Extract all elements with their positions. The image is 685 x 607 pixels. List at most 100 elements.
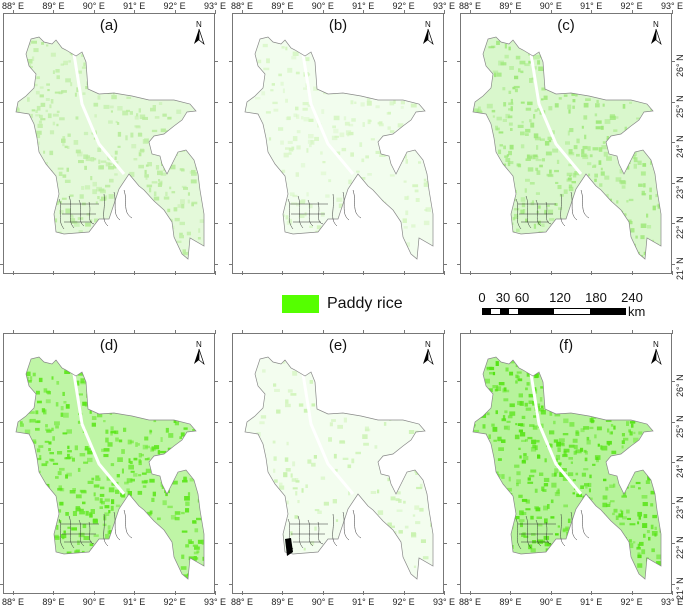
x-tick <box>93 330 95 334</box>
x-tick <box>134 271 136 275</box>
x-tick <box>510 271 512 275</box>
y-tick-label: 21° N <box>675 576 685 600</box>
x-tick <box>282 330 284 334</box>
y-tick <box>229 543 233 544</box>
x-tick <box>631 10 633 14</box>
y-tick <box>457 61 461 62</box>
y-tick <box>0 61 4 62</box>
y-tick <box>457 421 461 423</box>
x-tick-label: 92° E <box>620 597 643 607</box>
x-tick-label: 93° E <box>432 597 456 607</box>
y-tick <box>229 583 233 585</box>
y-tick <box>671 142 675 143</box>
x-tick <box>550 10 552 14</box>
x-tick-label: 88° E <box>458 597 482 607</box>
y-tick <box>443 182 447 184</box>
y-tick <box>671 502 675 504</box>
x-tick <box>510 591 512 595</box>
y-tick-label: 23° N <box>675 175 685 199</box>
x-tick-label: 91° E <box>580 1 603 11</box>
y-tick-label: 22° N <box>675 216 685 239</box>
y-tick-label: 25° N <box>675 94 685 118</box>
x-tick-label: 91° E <box>580 597 603 607</box>
y-tick <box>443 543 447 544</box>
x-tick-label: 88° E <box>1 597 25 607</box>
x-tick-label: 90° E <box>311 597 334 607</box>
x-tick <box>363 591 365 595</box>
y-tick <box>214 61 218 62</box>
y-tick <box>229 421 233 423</box>
y-tick <box>214 381 218 382</box>
scale-bar: 0 30 60 120 180 240 km <box>478 290 658 320</box>
y-tick <box>671 101 675 103</box>
y-tick <box>443 462 447 463</box>
panel-label-d: (d) <box>99 337 119 354</box>
y-tick <box>443 142 447 143</box>
y-tick <box>457 543 461 544</box>
x-tick-label: 89° E <box>499 1 522 11</box>
panel-label-f: (f) <box>558 337 574 354</box>
y-tick <box>229 182 233 184</box>
y-tick-label: 25° N <box>675 414 685 438</box>
y-tick <box>214 462 218 463</box>
y-tick <box>214 223 218 224</box>
north-arrow-icon: N <box>649 340 663 366</box>
y-tick <box>0 263 4 265</box>
y-tick <box>229 381 233 382</box>
bangladesh-map <box>472 356 662 580</box>
bangladesh-map <box>244 36 434 260</box>
x-tick <box>215 330 216 334</box>
y-tick-label: 23° N <box>675 495 685 519</box>
x-tick <box>363 330 365 334</box>
x-tick-label: 90° E <box>82 597 105 607</box>
y-tick <box>0 583 4 585</box>
x-tick <box>363 271 365 275</box>
x-tick <box>93 10 95 14</box>
map-panel-a: (a) N <box>3 13 215 274</box>
x-tick <box>242 10 243 14</box>
x-tick <box>215 591 216 595</box>
y-tick <box>0 381 4 382</box>
y-tick <box>0 502 4 504</box>
x-tick <box>591 271 593 275</box>
x-tick-label: 88° E <box>1 1 25 11</box>
map-panel-e: (e) N <box>232 333 444 594</box>
x-tick <box>13 10 14 14</box>
x-tick <box>174 330 176 334</box>
north-arrow-icon: N <box>649 20 663 46</box>
y-tick <box>671 421 675 423</box>
x-tick <box>53 10 55 14</box>
y-tick <box>443 223 447 224</box>
x-tick <box>174 591 176 595</box>
x-tick-label: 89° E <box>42 1 65 11</box>
y-tick <box>0 182 4 184</box>
x-tick <box>510 330 512 334</box>
legend-swatch-paddy-rice <box>282 295 319 313</box>
x-tick <box>93 591 95 595</box>
bangladesh-map <box>15 36 205 260</box>
x-tick <box>282 271 284 275</box>
x-tick <box>403 330 405 334</box>
x-tick <box>322 271 324 275</box>
x-tick-label: 89° E <box>42 597 65 607</box>
bangladesh-map <box>15 356 205 580</box>
x-tick-label: 91° E <box>352 1 375 11</box>
y-tick <box>443 421 447 423</box>
y-tick <box>443 502 447 504</box>
y-tick <box>671 543 675 544</box>
y-tick <box>457 182 461 184</box>
x-tick-label: 90° E <box>311 1 334 11</box>
x-tick <box>591 10 593 14</box>
y-tick <box>671 263 675 265</box>
x-tick-label: 93° E <box>203 1 227 11</box>
delta-coastline <box>58 189 133 230</box>
map-panel-b: (b) N <box>232 13 444 274</box>
y-tick <box>229 142 233 143</box>
y-tick <box>214 101 218 103</box>
x-tick <box>444 591 445 595</box>
x-tick-label: 93° E <box>660 597 684 607</box>
x-tick <box>403 271 405 275</box>
y-tick <box>457 502 461 504</box>
x-tick-label: 88° E <box>230 1 254 11</box>
x-tick <box>591 330 593 334</box>
